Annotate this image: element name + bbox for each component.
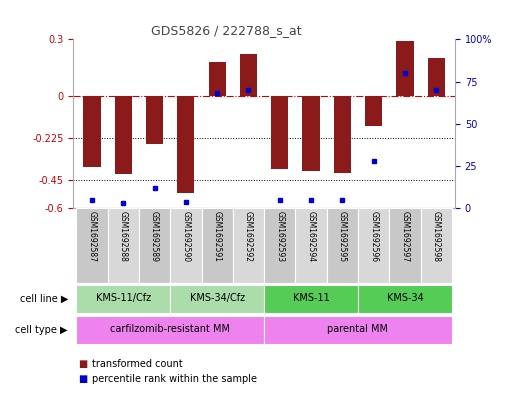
- Text: ■: ■: [78, 374, 88, 384]
- Text: KMS-11: KMS-11: [293, 293, 329, 303]
- Bar: [170, 285, 264, 313]
- Text: parental MM: parental MM: [327, 325, 389, 334]
- Bar: [302, 95, 320, 171]
- Bar: [327, 208, 358, 283]
- Text: transformed count: transformed count: [92, 358, 183, 369]
- Bar: [420, 208, 452, 283]
- Bar: [177, 95, 195, 193]
- Text: GSM1692589: GSM1692589: [150, 211, 159, 261]
- Text: GSM1692598: GSM1692598: [431, 211, 441, 261]
- Text: percentile rank within the sample: percentile rank within the sample: [92, 374, 256, 384]
- Text: GSM1692597: GSM1692597: [401, 211, 410, 262]
- Bar: [115, 95, 132, 174]
- Bar: [264, 316, 452, 344]
- Text: GSM1692587: GSM1692587: [87, 211, 97, 261]
- Bar: [146, 95, 163, 145]
- Bar: [170, 208, 201, 283]
- Bar: [358, 285, 452, 313]
- Bar: [83, 95, 100, 167]
- Bar: [108, 208, 139, 283]
- Text: KMS-34/Cfz: KMS-34/Cfz: [190, 293, 245, 303]
- Text: GSM1692591: GSM1692591: [213, 211, 222, 261]
- Bar: [389, 208, 420, 283]
- Text: GSM1692593: GSM1692593: [275, 211, 285, 262]
- Bar: [396, 41, 414, 95]
- Text: GSM1692590: GSM1692590: [181, 211, 190, 262]
- Bar: [271, 95, 288, 169]
- Text: cell type ▶: cell type ▶: [16, 325, 68, 335]
- Bar: [295, 208, 327, 283]
- Bar: [334, 95, 351, 173]
- Title: GDS5826 / 222788_s_at: GDS5826 / 222788_s_at: [151, 24, 301, 37]
- Bar: [201, 208, 233, 283]
- Bar: [264, 285, 358, 313]
- Text: GSM1692594: GSM1692594: [306, 211, 315, 262]
- Text: ■: ■: [78, 358, 88, 369]
- Bar: [76, 316, 264, 344]
- Bar: [240, 54, 257, 95]
- Bar: [233, 208, 264, 283]
- Bar: [365, 95, 382, 126]
- Text: GSM1692592: GSM1692592: [244, 211, 253, 261]
- Text: KMS-34: KMS-34: [386, 293, 423, 303]
- Text: cell line ▶: cell line ▶: [20, 294, 68, 304]
- Text: GSM1692596: GSM1692596: [369, 211, 378, 262]
- Text: KMS-11/Cfz: KMS-11/Cfz: [96, 293, 151, 303]
- Bar: [139, 208, 170, 283]
- Bar: [264, 208, 295, 283]
- Bar: [209, 62, 226, 95]
- Text: GSM1692595: GSM1692595: [338, 211, 347, 262]
- Bar: [76, 285, 170, 313]
- Bar: [428, 58, 445, 95]
- Bar: [76, 208, 108, 283]
- Text: GSM1692588: GSM1692588: [119, 211, 128, 261]
- Bar: [358, 208, 389, 283]
- Text: carfilzomib-resistant MM: carfilzomib-resistant MM: [110, 325, 230, 334]
